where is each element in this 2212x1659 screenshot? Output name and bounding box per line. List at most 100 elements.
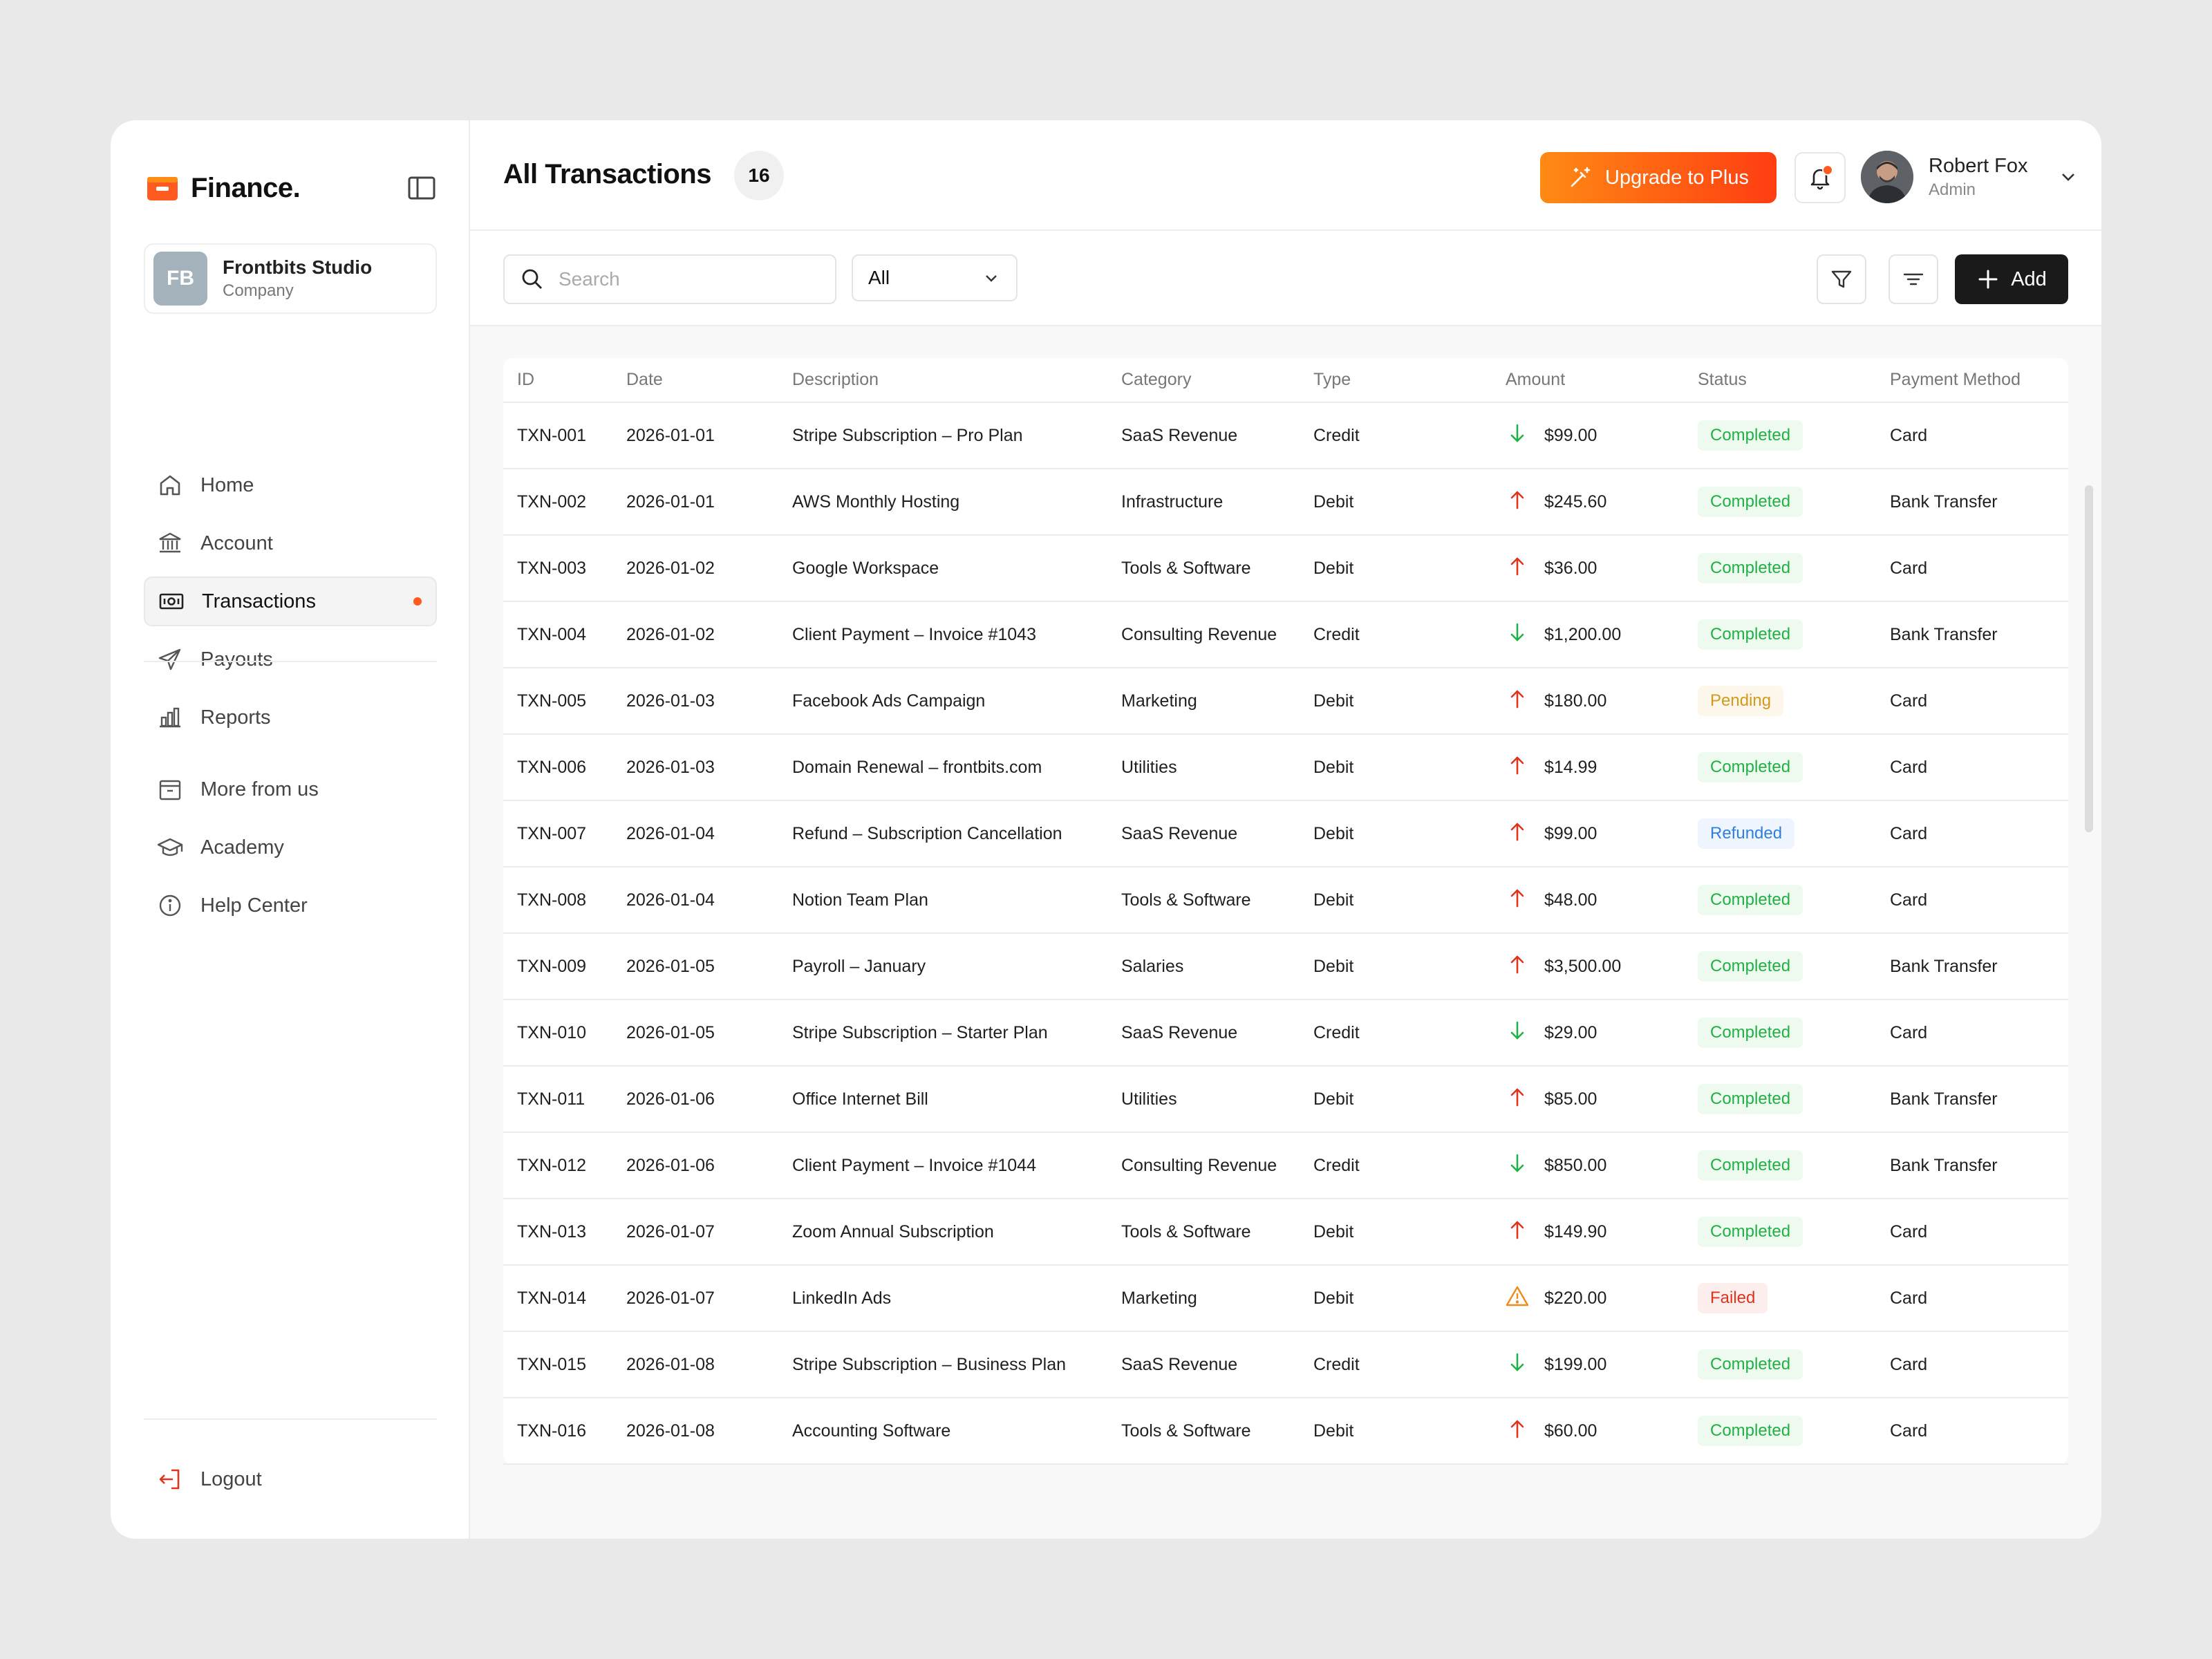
arrow-up-icon (1506, 1218, 1529, 1246)
cell-category: Tools & Software (1107, 1199, 1300, 1266)
column-header-status[interactable]: Status (1684, 358, 1876, 403)
cell-amount: $220.00 (1492, 1265, 1684, 1332)
cell-payment-method: Bank Transfer (1876, 469, 2068, 536)
table-row[interactable]: TXN-015 2026-01-08 Stripe Subscription – B… (503, 1331, 2068, 1398)
brand[interactable]: Finance. (147, 162, 301, 214)
table-row[interactable]: TXN-008 2026-01-04 Notion Team Plan Tools &… (503, 867, 2068, 934)
status-badge: Completed (1698, 1349, 1803, 1380)
column-header-payment-method[interactable]: Payment Method (1876, 358, 2068, 403)
cell-status: Completed (1684, 601, 1876, 668)
cell-payment-method: Card (1876, 1331, 2068, 1398)
cell-type: Credit (1300, 1331, 1492, 1398)
top-bar: All Transactions 16 Upgrade to Plus (470, 120, 2101, 231)
sidebar-item-label: Home (200, 474, 254, 496)
cell-amount: $1,200.00 (1492, 601, 1684, 668)
table-row[interactable]: TXN-006 2026-01-03 Domain Renewal – frontb… (503, 734, 2068, 801)
table-row[interactable]: TXN-010 2026-01-05 Stripe Subscription – S… (503, 1000, 2068, 1067)
cell-payment-method: Bank Transfer (1876, 1066, 2068, 1133)
column-header-id[interactable]: ID (503, 358, 612, 403)
table-row[interactable]: TXN-001 2026-01-01 Stripe Subscription – P… (503, 402, 2068, 469)
sidebar-item-more-from-us[interactable]: More from us (144, 765, 437, 814)
cell-payment-method: Card (1876, 734, 2068, 801)
cell-id: TXN-003 (503, 535, 612, 602)
cell-id: TXN-004 (503, 601, 612, 668)
cell-date: 2026-01-04 (612, 867, 778, 934)
sidebar-item-payouts[interactable]: Payouts (144, 635, 437, 684)
magic-wand-icon (1571, 167, 1591, 187)
search-input[interactable] (559, 268, 821, 290)
arrow-down-icon (1506, 621, 1529, 649)
sidebar-item-transactions[interactable]: Transactions (144, 577, 437, 626)
table-row[interactable]: TXN-007 2026-01-04 Refund – Subscription C… (503, 800, 2068, 868)
cell-type: Debit (1300, 867, 1492, 934)
cell-description: Zoom Annual Subscription (778, 1199, 1107, 1266)
cell-amount: $180.00 (1492, 668, 1684, 735)
sidebar-toggle-icon[interactable] (406, 173, 437, 203)
sort-button[interactable] (1888, 254, 1938, 304)
cell-date: 2026-01-07 (612, 1265, 778, 1332)
cell-type: Debit (1300, 800, 1492, 868)
scrollbar[interactable] (2085, 485, 2093, 832)
cell-status: Completed (1684, 867, 1876, 934)
cell-category: Salaries (1107, 933, 1300, 1000)
cell-category: Utilities (1107, 734, 1300, 801)
cell-payment-method: Card (1876, 1199, 2068, 1266)
cell-category: SaaS Revenue (1107, 402, 1300, 469)
sidebar-item-help-center[interactable]: Help Center (144, 881, 437, 930)
cell-description: Domain Renewal – frontbits.com (778, 734, 1107, 801)
table-row[interactable]: TXN-013 2026-01-07 Zoom Annual Subscriptio… (503, 1199, 2068, 1266)
user-role: Admin (1929, 180, 1976, 199)
cell-status: Completed (1684, 469, 1876, 536)
filter-select[interactable]: All (852, 254, 1018, 301)
table-row[interactable]: TXN-003 2026-01-02 Google Workspace Tools &… (503, 535, 2068, 602)
filter-button[interactable] (1817, 254, 1866, 304)
cell-type: Debit (1300, 469, 1492, 536)
cell-date: 2026-01-08 (612, 1398, 778, 1465)
table-row[interactable]: TXN-005 2026-01-03 Facebook Ads Campaign Ma… (503, 668, 2068, 735)
chevron-down-icon[interactable] (2057, 166, 2079, 188)
upgrade-button[interactable]: Upgrade to Plus (1540, 152, 1777, 203)
cell-id: TXN-009 (503, 933, 612, 1000)
sidebar-item-reports[interactable]: Reports (144, 693, 437, 742)
org-switcher[interactable]: FB Frontbits Studio Company (144, 243, 437, 314)
column-header-date[interactable]: Date (612, 358, 778, 403)
table-row[interactable]: TXN-016 2026-01-08 Accounting Software Tool… (503, 1398, 2068, 1465)
cell-amount: $99.00 (1492, 800, 1684, 868)
arrow-down-icon (1506, 1152, 1529, 1180)
table-row[interactable]: TXN-011 2026-01-06 Office Internet Bill Uti… (503, 1066, 2068, 1133)
arrow-up-icon (1506, 1085, 1529, 1114)
sidebar-item-academy[interactable]: Academy (144, 823, 437, 872)
search-box[interactable] (503, 254, 836, 304)
column-header-description[interactable]: Description (778, 358, 1107, 403)
amount-value: $245.60 (1544, 491, 1607, 512)
amount-value: $48.00 (1544, 890, 1597, 910)
cell-date: 2026-01-05 (612, 1000, 778, 1067)
search-icon (522, 269, 542, 289)
cell-description: Notion Team Plan (778, 867, 1107, 934)
status-badge: Completed (1698, 619, 1803, 650)
cell-type: Credit (1300, 1132, 1492, 1199)
user-menu[interactable]: Robert Fox Admin (1861, 149, 2027, 205)
cell-category: SaaS Revenue (1107, 800, 1300, 868)
sidebar-item-account[interactable]: Account (144, 518, 437, 568)
cell-status: Completed (1684, 1066, 1876, 1133)
table-row[interactable]: TXN-002 2026-01-01 AWS Monthly Hosting Infr… (503, 469, 2068, 536)
status-badge: Pending (1698, 686, 1784, 716)
table-row[interactable]: TXN-014 2026-01-07 LinkedIn Ads Marketing De… (503, 1265, 2068, 1332)
column-header-type[interactable]: Type (1300, 358, 1492, 403)
add-button[interactable]: Add (1955, 254, 2068, 304)
column-header-amount[interactable]: Amount (1492, 358, 1684, 403)
notification-dot (413, 597, 422, 606)
cell-amount: $60.00 (1492, 1398, 1684, 1465)
cell-payment-method: Card (1876, 402, 2068, 469)
table-row[interactable]: TXN-004 2026-01-02 Client Payment – Invoic… (503, 601, 2068, 668)
table-row[interactable]: TXN-009 2026-01-05 Payroll – January Salari… (503, 933, 2068, 1000)
banknote-icon (159, 593, 184, 610)
logout-button[interactable]: Logout (144, 1454, 437, 1504)
sidebar-item-home[interactable]: Home (144, 460, 437, 510)
column-header-category[interactable]: Category (1107, 358, 1300, 403)
notifications-button[interactable] (1794, 152, 1846, 203)
main-content: All Transactions 16 Upgrade to Plus (470, 120, 2101, 1539)
table-row[interactable]: TXN-012 2026-01-06 Client Payment – Invoic… (503, 1132, 2068, 1199)
cell-amount: $99.00 (1492, 402, 1684, 469)
